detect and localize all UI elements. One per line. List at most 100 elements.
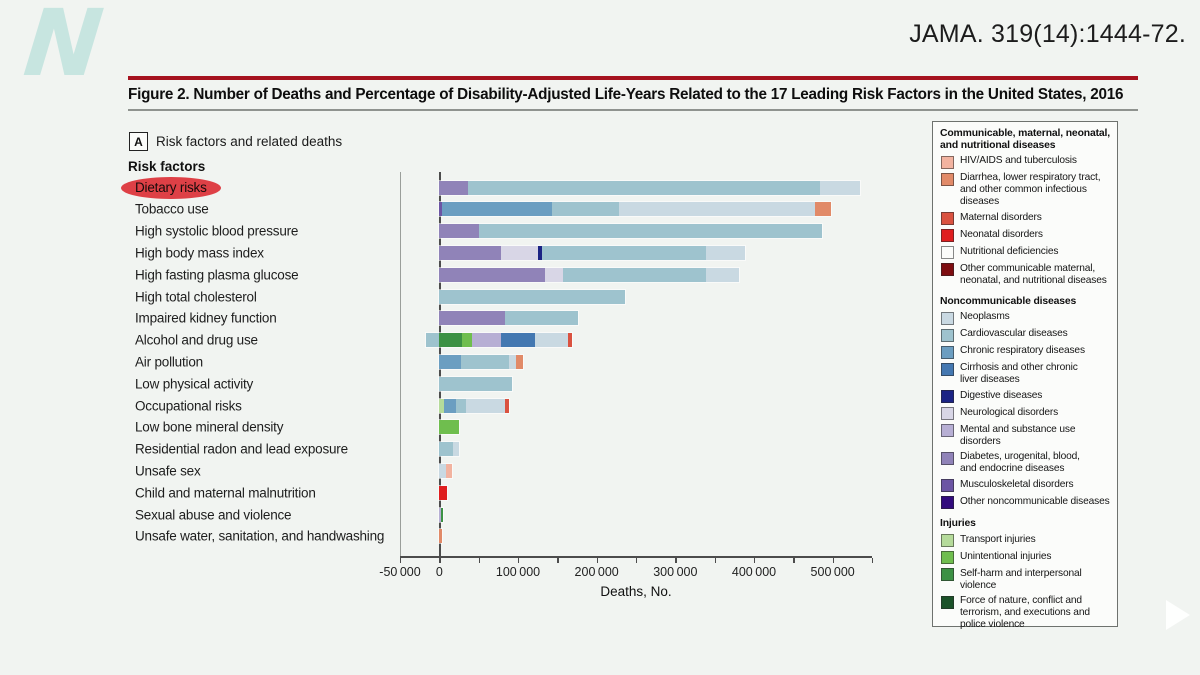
network-logo-icon: N	[19, 0, 108, 97]
axis-tick-label: 100 000	[495, 565, 541, 579]
panel-label: Risk factors and related deaths	[156, 134, 343, 149]
journal-citation: JAMA. 319(14):1444-72.	[909, 20, 1186, 48]
bar-segment-diabetes	[439, 311, 505, 326]
bar-segment-mental	[472, 333, 502, 348]
bar-segment-transport	[439, 398, 445, 413]
legend-item: Transport injuries	[940, 534, 1112, 548]
legend-swatch-neoplasms	[941, 311, 954, 325]
bar-segment-musculoskeletal	[439, 202, 443, 217]
legend-item-label: Transport injuries	[960, 533, 1036, 545]
legend-item: Other communicable maternal, neonatal, a…	[940, 263, 1112, 287]
legend-swatch-cirrhosis	[941, 362, 954, 376]
legend-item-label: Digestive diseases	[960, 389, 1043, 401]
bar-segment-neurological	[544, 267, 563, 282]
legend-swatch-neurological	[941, 407, 954, 421]
bar-segment-selfharm	[441, 507, 444, 522]
legend-item-label: HIV/AIDS and tuberculosis	[960, 155, 1077, 167]
legend-item: Neonatal disorders	[940, 229, 1112, 243]
legend-item: Other noncommunicable diseases	[940, 496, 1112, 510]
legend-item: Nutritional deficiencies	[940, 246, 1112, 260]
risk-bar	[439, 398, 509, 413]
risk-label: Air pollution	[135, 354, 203, 370]
bar-segment-diarrhea	[515, 354, 524, 369]
bar-segment-cardiovascular	[541, 245, 706, 260]
risk-label: High systolic blood pressure	[135, 223, 299, 239]
legend-swatch-transport	[941, 534, 954, 548]
legend-swatch-digestive	[941, 390, 954, 404]
legend-swatch-force_nature	[941, 595, 954, 609]
risk-bar	[439, 376, 512, 391]
legend-item: Cardiovascular diseases	[940, 328, 1112, 342]
legend-item: Neoplasms	[940, 311, 1112, 325]
legend-swatch-maternal	[941, 212, 954, 226]
risk-bar	[439, 529, 443, 544]
bar-segment-neoplasms	[705, 245, 746, 260]
risk-bar	[439, 420, 459, 435]
risk-bar	[439, 463, 452, 478]
legend-group: Injuries Transport injuries Unintentional …	[940, 518, 1112, 631]
legend-swatch-diarrhea	[941, 172, 954, 186]
legend-item-label: Neurological disorders	[960, 406, 1059, 418]
legend-swatch-selfharm	[941, 568, 954, 582]
risk-label: Tobacco use	[135, 201, 209, 217]
legend-item: HIV/AIDS and tuberculosis	[940, 155, 1112, 169]
risk-bar	[425, 333, 573, 348]
bar-segment-cardiovascular	[504, 311, 578, 326]
bar-segment-neoplasms	[439, 463, 446, 478]
legend-box: Communicable, maternal, neonatal, and nu…	[932, 121, 1118, 630]
legend-swatch-mental	[941, 424, 954, 438]
risk-label: Dietary risks	[121, 176, 221, 199]
risk-bar	[439, 202, 832, 217]
x-axis-line	[400, 556, 872, 558]
legend-item: Mental and substance use disorders	[940, 424, 1112, 448]
figure-title: Figure 2. Number of Deaths and Percentag…	[128, 86, 1124, 103]
risk-bar	[439, 267, 740, 282]
bar-segment-diarrhea	[439, 529, 443, 544]
legend-item: Diarrhea, lower respiratory tract, and o…	[940, 172, 1112, 208]
panel-marker: A	[129, 132, 148, 151]
legend-group-title: Injuries	[940, 518, 976, 530]
bar-segment-cardiovascular	[562, 267, 706, 282]
bar-segment-mental	[439, 507, 442, 522]
bar-segment-cardiovascular	[478, 224, 823, 239]
axis-tick-label: 500 000	[810, 565, 855, 579]
bar-segment-neoplasms	[705, 267, 740, 282]
legend-item-label: Other communicable maternal, neonatal, a…	[960, 262, 1107, 286]
axis-tick	[478, 557, 480, 563]
legend-swatch-other_ncd	[941, 496, 954, 510]
bar-segment-maternal	[505, 398, 509, 413]
risk-label: Residential radon and lead exposure	[135, 441, 348, 457]
title-rule-top	[128, 76, 1138, 80]
legend-swatch-other_cmnn	[941, 263, 954, 277]
risk-label: Unsafe water, sanitation, and handwashin…	[135, 528, 385, 544]
bar-segment-digestive	[537, 245, 542, 260]
bar-segment-cardiovascular	[467, 180, 821, 195]
bar-segment-neoplasms	[452, 442, 459, 457]
legend-item-label: Unintentional injuries	[960, 550, 1052, 562]
risk-label: Low physical activity	[135, 376, 254, 392]
bar-segment-cardiovascular	[439, 289, 625, 304]
legend-item-label: Musculoskeletal disorders	[960, 478, 1074, 490]
bar-segment-hiv	[445, 463, 452, 478]
axis-tick	[754, 557, 756, 563]
legend-item: Self-harm and interpersonal violence	[940, 568, 1112, 592]
risk-label: Alcohol and drug use	[135, 332, 258, 348]
bar-segment-cardiovascular	[551, 202, 619, 217]
axis-tick	[596, 557, 598, 563]
legend-item-label: Diabetes, urogenital, blood, and endocri…	[960, 451, 1080, 475]
risk-label: High fasting plasma glucose	[135, 267, 299, 283]
risk-label: Occupational risks	[135, 398, 242, 413]
legend-swatch-neonatal	[941, 229, 954, 243]
legend-swatch-musculoskeletal	[941, 479, 954, 493]
bar-segment-diarrhea	[815, 202, 832, 217]
legend-item: Diabetes, urogenital, blood, and endocri…	[940, 451, 1112, 475]
bar-segment-diabetes	[439, 224, 479, 239]
legend-swatch-nutritional	[941, 246, 954, 260]
next-arrow-icon[interactable]	[1166, 600, 1190, 630]
axis-tick	[557, 557, 559, 563]
legend-group: Communicable, maternal, neonatal, and nu…	[940, 128, 1112, 287]
bar-segment-neoplasms	[820, 180, 861, 195]
legend-group-title: Communicable, maternal, neonatal, and nu…	[940, 128, 1111, 152]
bar-segment-neurological	[500, 245, 538, 260]
axis-tick	[636, 557, 638, 563]
